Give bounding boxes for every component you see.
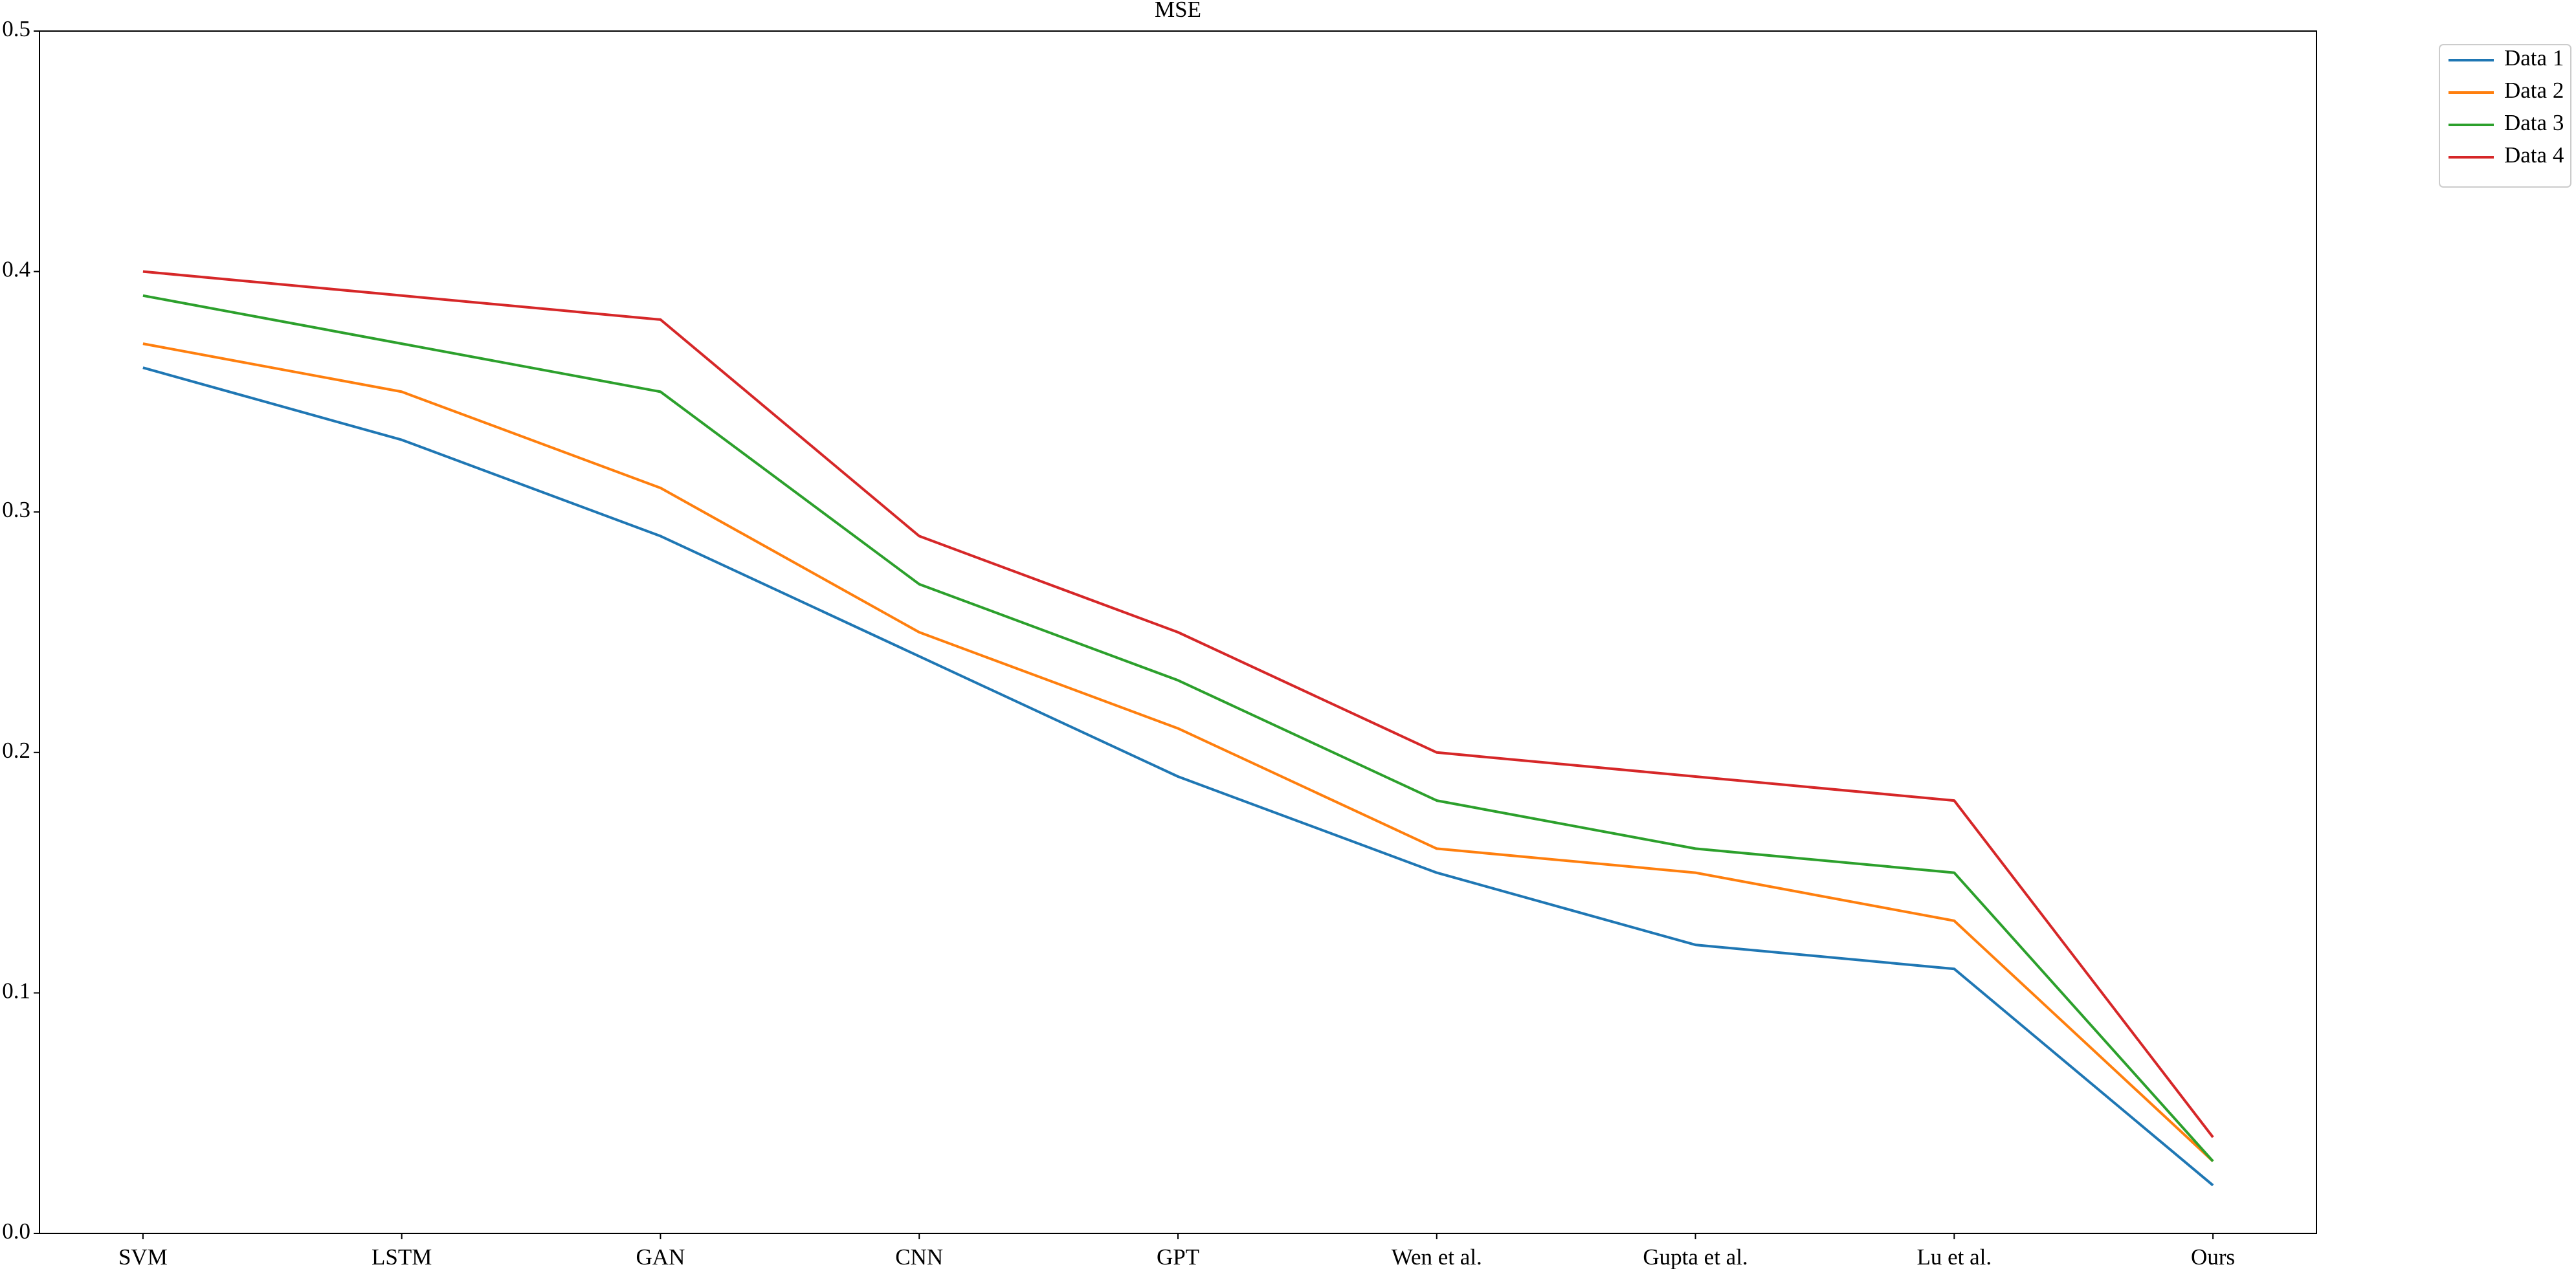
legend-label: Data 4: [2504, 142, 2564, 168]
x-tick-label: Lu et al.: [1916, 1244, 1992, 1269]
x-tick-label: CNN: [895, 1244, 943, 1269]
x-tick-label: GPT: [1157, 1244, 1199, 1269]
y-tick-label: 0.1: [2, 978, 30, 1003]
legend-box: [2439, 44, 2571, 188]
data-line: [142, 294, 2214, 1162]
x-tick-label: Wen et al.: [1392, 1244, 1482, 1269]
x-tick-label: LSTM: [372, 1244, 432, 1269]
legend-label: Data 2: [2504, 78, 2564, 103]
x-tick-label: SVM: [118, 1244, 168, 1269]
y-tick-label: 0.0: [2, 1219, 30, 1244]
x-tick-label: Ours: [2191, 1244, 2235, 1269]
y-tick-label: 0.4: [2, 257, 30, 282]
plot-frame: [39, 30, 2317, 1234]
x-tick-label: Gupta et al.: [1643, 1244, 1748, 1269]
x-tick-label: GAN: [636, 1244, 685, 1269]
chart-title: MSE: [1155, 0, 1201, 22]
data-line: [142, 270, 2214, 1138]
data-line: [142, 366, 2214, 1187]
data-line: [142, 342, 2214, 1162]
y-tick-label: 0.3: [2, 497, 30, 522]
legend-label: Data 3: [2504, 110, 2564, 135]
y-tick-label: 0.2: [2, 738, 30, 763]
y-tick-label: 0.5: [2, 16, 30, 41]
legend-label: Data 1: [2504, 45, 2564, 71]
